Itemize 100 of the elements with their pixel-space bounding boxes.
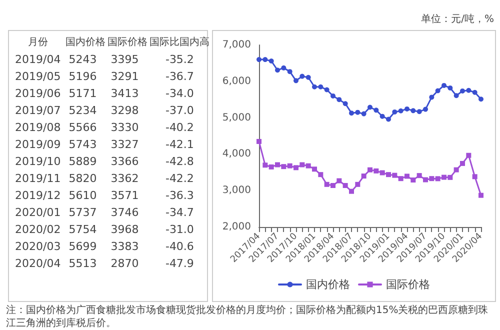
point [478,192,484,198]
data-label: -37.0 [164,103,195,119]
point [386,172,391,178]
point [410,178,416,183]
point [398,176,404,182]
text: 月份 [26,36,49,50]
y-tick-label: 6,000 [222,76,251,87]
point [336,97,342,102]
point [472,90,478,95]
point [330,183,336,188]
data-label: 5234 [68,103,98,119]
data-label: 3413 [110,86,140,102]
point [268,164,274,170]
point [330,93,336,98]
point [287,163,292,168]
data-label: -40.2 [164,120,195,136]
category-label: 2019/12 [14,188,62,204]
point [368,167,372,172]
point [398,108,404,114]
data-label: 5754 [68,222,98,238]
data-label: -36.7 [164,69,195,85]
data-label: 3395 [110,52,140,68]
point [478,96,484,102]
text: 国际价格 [106,36,149,50]
point [306,74,311,80]
data-label: 3571 [110,188,140,204]
data-label: -42.2 [164,171,195,187]
point [429,176,434,182]
point [262,57,268,62]
point [454,167,459,172]
data-label: 3968 [110,222,140,238]
point [386,116,391,122]
point [287,69,292,74]
point [410,108,416,114]
point [429,94,434,100]
point [275,162,280,168]
point [256,138,262,144]
y-tick-label: 7,000 [222,40,251,50]
data-label: 3366 [110,154,140,170]
category-label: 2020/01 [14,205,62,221]
data-label: 5743 [68,137,98,153]
point [342,101,348,106]
point [466,88,472,93]
data-label: -35.2 [164,52,195,68]
point [349,110,354,116]
point [361,174,366,179]
category-label: 2020/02 [14,222,62,238]
point [448,85,453,90]
point [312,84,317,90]
point [435,88,440,94]
text: 注：国内价格为广西食糖批发市场食糖现货批发价格的月度均价；国际价格为配额内15%关税的巴西原糖到珠江三角洲的到库税后价。 [6,304,490,330]
point [300,162,305,168]
data-label: 5737 [68,205,98,221]
data-label: 5243 [68,52,98,68]
data-label: 3362 [110,171,140,187]
point [423,106,428,112]
point [294,78,298,84]
data-label: 5610 [68,188,98,204]
data-label: 5566 [68,120,98,136]
point [318,84,324,90]
category-label: 2020/03 [14,239,62,255]
point [355,182,360,187]
point [454,93,459,98]
point [275,68,280,73]
y-tick-label: 3,000 [222,185,251,196]
point [306,163,311,168]
point [300,74,305,79]
category-label: 2019/09 [14,137,62,153]
y-tick-label: 4,000 [222,148,251,160]
category-label: 2019/05 [14,69,62,85]
point [318,172,324,178]
point [404,106,410,112]
data-label: 5513 [68,256,98,272]
data-label: -34.7 [164,205,195,221]
data-label: 5889 [68,154,98,170]
category-label: 2019/11 [14,171,62,187]
legend-label: 国际价格 [386,278,430,291]
point [442,174,446,180]
data-label: -42.8 [164,154,195,170]
point [256,57,262,62]
point [361,111,366,116]
point [281,65,286,70]
point [460,88,465,94]
point [472,174,478,180]
category-label: 2019/06 [14,86,62,102]
data-label: -40.6 [164,239,195,255]
point [262,162,268,168]
y-tick-label: 2,000 [222,222,251,232]
legend-label: 国内价格 [306,278,350,291]
point [416,173,422,178]
data-label: 3746 [110,205,140,221]
text: 国际比国内高 [148,36,211,50]
category-label: 2019/08 [14,120,62,136]
point [294,165,298,170]
text: 国内价格 [64,36,107,50]
chart-subtitle: 单位：元/吨，% [421,12,494,26]
point [374,108,379,113]
data-label: 3327 [110,137,140,153]
category-label: 2019/07 [14,103,62,119]
point [380,170,385,176]
